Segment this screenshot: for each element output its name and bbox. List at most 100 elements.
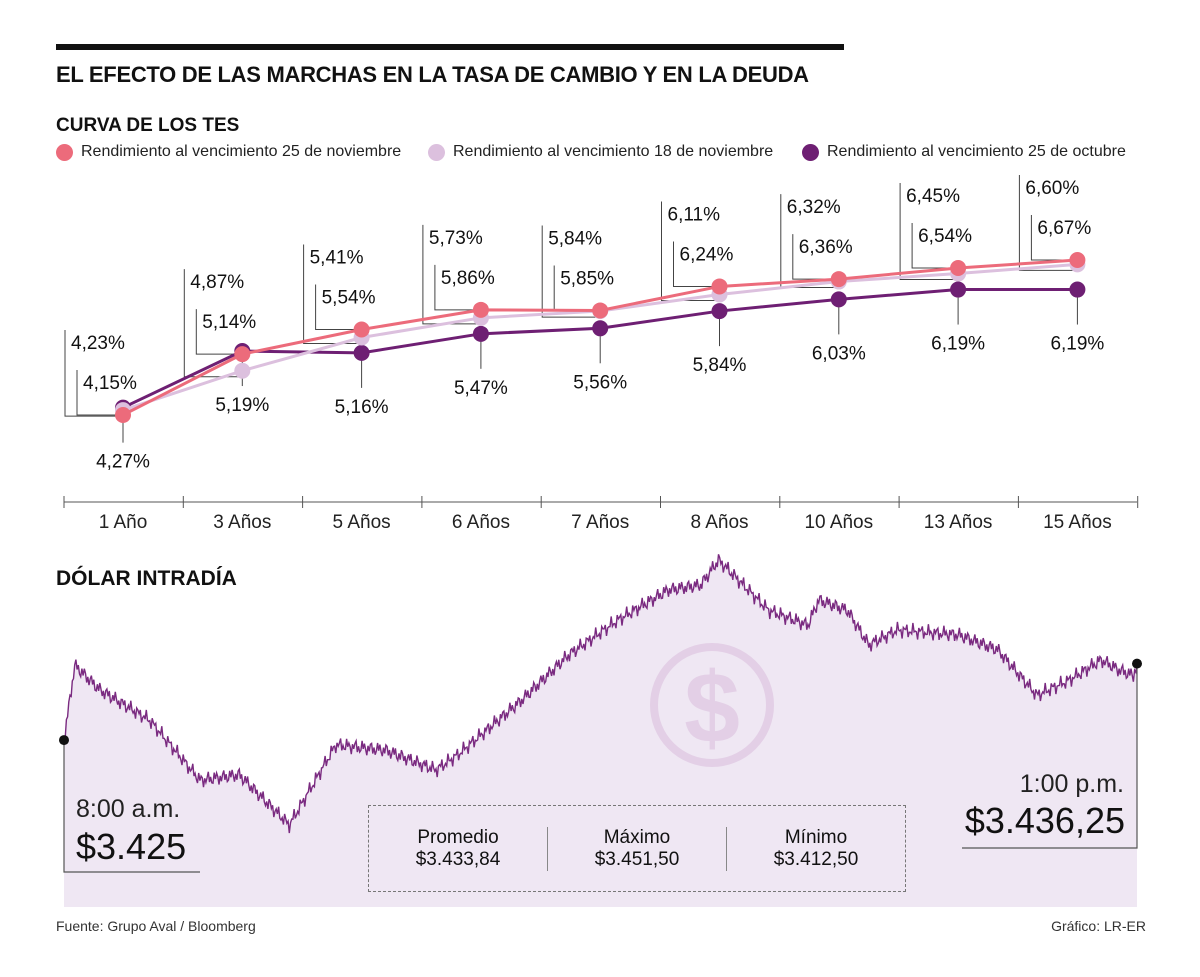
legend-swatch-nov18	[428, 143, 445, 161]
stats-box: Promedio $3.433,84 Máximo $3.451,50 Míni…	[368, 805, 906, 892]
legend-label: Rendimiento al vencimiento 18 de noviemb…	[453, 143, 774, 160]
data-point-nov25	[1069, 252, 1086, 269]
data-label-nov25: 5,14%	[202, 312, 256, 333]
data-label-nov18: 6,60%	[1025, 178, 1079, 199]
leader-line	[434, 264, 481, 311]
data-label-nov25: 6,54%	[918, 226, 972, 247]
stat-value: $3.451,50	[594, 848, 680, 870]
leader-line	[64, 330, 123, 417]
end-callout-line	[962, 663, 1138, 849]
data-label-nov18: 4,87%	[190, 272, 244, 293]
start-point	[59, 735, 69, 746]
data-point-oct25	[711, 303, 728, 320]
data-point-nov25	[472, 301, 489, 318]
data-label-nov25: 4,15%	[83, 373, 137, 394]
dollar-watermark-icon: $	[650, 643, 774, 767]
leader-line	[76, 370, 123, 416]
legend-item-nov25: Rendimiento al vencimiento 25 de noviemb…	[56, 143, 401, 161]
stat-label: Mínimo	[784, 826, 848, 848]
x-tick-label: 3 Años	[213, 512, 271, 533]
data-label-oct25: 6,03%	[812, 343, 866, 364]
leader-line	[899, 183, 959, 281]
x-tick-label: 15 Años	[1043, 512, 1112, 533]
leader-line	[315, 284, 362, 331]
data-point-oct25	[353, 344, 370, 361]
intraday-chart-title: DÓLAR INTRADÍA	[56, 567, 237, 590]
data-point-nov25	[592, 302, 609, 319]
tes-yield-chart: 1 Año 3 Años 5 Años 6 Años 7 Años 8 Años 10 Añ…	[63, 175, 1139, 533]
x-tick-label: 7 Años	[571, 512, 629, 533]
end-time: 1:00 p.m.	[1019, 770, 1124, 798]
legend-label: Rendimiento al vencimiento 25 de octubre	[827, 143, 1126, 160]
data-label-oct25: 5,56%	[573, 372, 627, 393]
leader-line	[673, 241, 720, 287]
data-label-nov18: 5,73%	[429, 228, 483, 249]
stat-label: Promedio	[417, 826, 499, 848]
leader-line	[195, 309, 243, 355]
tes-chart-title: CURVA DE LOS TES	[56, 115, 240, 136]
data-point-oct25	[472, 325, 489, 342]
stat-value: $3.433,84	[415, 848, 501, 870]
data-point-oct25	[1069, 281, 1086, 298]
data-label-nov25: 5,85%	[560, 268, 614, 289]
data-label-nov18: 6,32%	[787, 197, 841, 218]
data-point-nov18	[234, 362, 251, 379]
data-label-nov25: 6,24%	[680, 244, 734, 265]
stat-min: Mínimo $3.412,50	[727, 827, 905, 871]
stat-max: Máximo $3.451,50	[548, 826, 727, 871]
data-label-nov18: 6,45%	[906, 186, 960, 207]
end-point	[1132, 658, 1142, 669]
leader-line	[1018, 175, 1078, 271]
data-label-nov25: 5,54%	[322, 288, 376, 309]
data-label-oct25: 5,19%	[215, 395, 269, 416]
x-tick-label: 5 Años	[333, 512, 391, 533]
leader-line	[422, 224, 481, 325]
data-point-oct25	[592, 320, 609, 337]
dollar-watermark-ring	[650, 643, 774, 767]
leader-line	[541, 225, 601, 318]
data-label-nov18: 5,41%	[310, 248, 364, 269]
legend-label: Rendimiento al vencimiento 25 de noviemb…	[81, 143, 402, 160]
data-point-nov25	[711, 278, 728, 295]
data-label-nov25: 6,36%	[799, 237, 853, 258]
data-label-nov25: 6,67%	[1037, 218, 1091, 239]
start-value: $3.425	[76, 826, 187, 867]
data-point-oct25	[830, 291, 847, 308]
data-label-nov18: 5,84%	[548, 228, 602, 249]
x-tick-label: 10 Años	[804, 512, 873, 533]
legend-swatch-oct25	[802, 143, 819, 161]
title-rule	[56, 44, 844, 50]
data-point-nov25	[830, 271, 847, 288]
stat-average: Promedio $3.433,84	[369, 826, 548, 871]
data-point-nov25	[353, 321, 370, 338]
x-tick-label: 13 Años	[924, 512, 993, 533]
data-point-nov25	[234, 346, 251, 363]
credit-note: Gráfico: LR-ER	[1051, 918, 1146, 934]
leader-line	[661, 201, 720, 301]
stat-value: $3.412,50	[773, 848, 859, 870]
data-label-oct25: 5,47%	[454, 378, 508, 399]
x-tick-label: 1 Año	[99, 512, 148, 533]
intraday-line	[63, 554, 1138, 834]
data-label-oct25: 5,16%	[335, 397, 389, 418]
data-label-oct25: 6,19%	[931, 334, 985, 355]
data-label-oct25: 6,19%	[1050, 334, 1104, 355]
legend-item-oct25: Rendimiento al vencimiento 25 de octubre	[802, 143, 1126, 161]
legend-item-nov18: Rendimiento al vencimiento 18 de noviemb…	[428, 143, 773, 161]
start-callout-line	[63, 740, 200, 873]
data-label-nov25: 5,86%	[441, 268, 495, 289]
dollar-watermark-glyph: $	[684, 652, 740, 764]
data-label-oct25: 4,27%	[96, 452, 150, 473]
data-point-nov25	[950, 260, 967, 277]
data-label-nov18: 6,11%	[668, 204, 721, 225]
x-tick-label: 8 Años	[690, 512, 748, 533]
data-point-nov25	[115, 407, 131, 423]
legend-swatch-nov25	[56, 143, 73, 161]
intraday-area	[64, 554, 1137, 907]
data-point-oct25	[950, 281, 967, 298]
data-label-nov18: 4,23%	[71, 333, 125, 354]
source-note: Fuente: Grupo Aval / Bloomberg	[56, 918, 256, 934]
end-value: $3.436,25	[964, 800, 1125, 841]
page-title: EL EFECTO DE LAS MARCHAS EN LA TASA DE C…	[56, 62, 809, 87]
